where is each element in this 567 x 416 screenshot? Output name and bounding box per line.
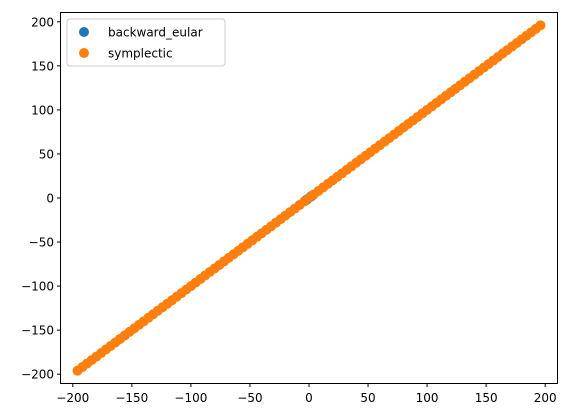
x-tick-label: 100 [416,391,439,405]
legend-marker-symplectic [79,48,89,58]
x-tick-label: 200 [534,391,557,405]
x-tick-label: −100 [174,391,207,405]
legend-label-backward-eular: backward_eular [108,26,203,40]
legend-marker-backward-eular [79,27,89,37]
y-tick-label: −100 [21,280,54,294]
legend: backward_eular symplectic [66,18,226,67]
legend-box [66,18,226,67]
y-tick-label: 100 [31,103,54,117]
x-tick-label: 0 [305,391,313,405]
x-tick-label: −50 [237,391,262,405]
points-layer [72,20,546,376]
y-tick-label: 0 [46,192,54,206]
y-tick-label: −200 [21,368,54,382]
x-tick-label: −200 [56,391,89,405]
y-tick-label: 200 [31,15,54,29]
y-axis-ticks: −200 −150 −100 −50 0 50 100 150 200 [21,15,61,382]
x-tick-label: −150 [115,391,148,405]
y-tick-label: −150 [21,324,54,338]
x-tick-label: 150 [475,391,498,405]
y-tick-label: −50 [29,236,54,250]
point-symplectic [535,20,546,31]
x-tick-label: 50 [360,391,375,405]
legend-label-symplectic: symplectic [108,47,173,61]
y-tick-label: 50 [39,147,54,161]
x-axis-ticks: −200 −150 −100 −50 0 50 100 150 200 [56,383,557,405]
plot-frame [60,12,558,384]
y-tick-label: 150 [31,59,54,73]
